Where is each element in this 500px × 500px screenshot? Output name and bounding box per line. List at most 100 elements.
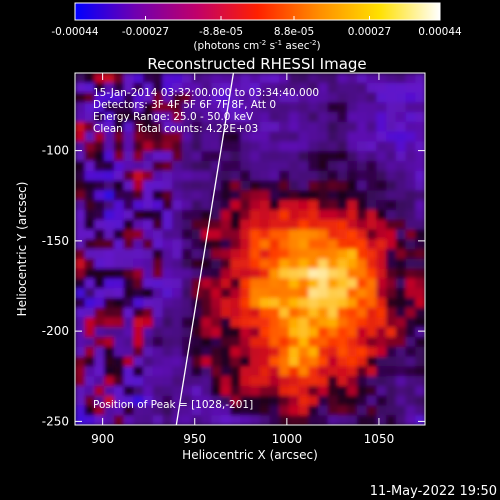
- heatmap-cell: [327, 73, 339, 84]
- heatmap-cell: [327, 92, 339, 103]
- heatmap-cell: [415, 385, 425, 397]
- heatmap-cell: [288, 92, 300, 103]
- heatmap-cell: [279, 190, 290, 201]
- heatmap-cell: [376, 161, 387, 172]
- heatmap-cell: [395, 141, 407, 152]
- heatmap-cell: [337, 249, 348, 260]
- heatmap-cell: [152, 112, 164, 123]
- heatmap-cell: [84, 219, 96, 231]
- heatmap-cell: [366, 288, 377, 299]
- heatmap-cell: [250, 219, 261, 231]
- heatmap-cell: [113, 278, 125, 289]
- heatmap-cell: [162, 219, 173, 231]
- heatmap-cell: [288, 121, 300, 133]
- heatmap-cell: [152, 151, 164, 162]
- heatmap-cell: [356, 121, 368, 133]
- heatmap-cell: [75, 161, 86, 172]
- heatmap-cell: [113, 112, 125, 123]
- heatmap-cell: [366, 82, 377, 94]
- heatmap-cell: [318, 288, 329, 299]
- heatmap-cell: [405, 395, 416, 407]
- heatmap-cell: [143, 268, 154, 279]
- heatmap-cell: [298, 337, 309, 348]
- heatmap-cell: [386, 297, 397, 309]
- heatmap-cell: [386, 102, 397, 113]
- heatmap-cell: [386, 112, 397, 123]
- heatmap-cell: [318, 415, 329, 425]
- heatmap-cell: [279, 307, 290, 319]
- heatmap-cell: [240, 376, 251, 387]
- heatmap-cell: [162, 258, 173, 270]
- heatmap-cell: [143, 395, 154, 407]
- heatmap-cell: [279, 258, 290, 270]
- heatmap-cell: [308, 161, 319, 172]
- heatmap-cell: [230, 317, 241, 328]
- heatmap-cell: [279, 297, 290, 309]
- heatmap-cell: [347, 229, 358, 240]
- x-axis-label: Heliocentric X (arcsec): [182, 448, 318, 462]
- heatmap-cell: [347, 278, 358, 289]
- heatmap-cell: [172, 288, 183, 299]
- heatmap-cell: [94, 141, 105, 152]
- heatmap-cell: [308, 229, 319, 240]
- heatmap-cell: [356, 73, 368, 84]
- chart-title: Reconstructed RHESSI Image: [147, 55, 366, 73]
- heatmap-cell: [259, 288, 271, 299]
- heatmap-cell: [376, 297, 387, 309]
- heatmap-cell: [269, 346, 280, 358]
- heatmap-cell: [162, 307, 173, 319]
- heatmap-cell: [356, 415, 368, 425]
- heatmap-cell: [123, 73, 134, 84]
- heatmap-cell: [75, 278, 86, 289]
- heatmap-cell: [415, 92, 425, 103]
- heatmap-cell: [288, 376, 300, 387]
- heatmap-cell: [230, 395, 241, 407]
- heatmap-cell: [75, 317, 86, 328]
- heatmap-cell: [415, 415, 425, 425]
- heatmap-cell: [395, 170, 407, 182]
- heatmap-cell: [356, 92, 368, 103]
- heatmap-cell: [230, 278, 241, 289]
- heatmap-cell: [356, 209, 368, 221]
- heatmap-cell: [327, 395, 339, 407]
- heatmap-cell: [211, 229, 222, 240]
- heatmap-cell: [172, 161, 183, 172]
- heatmap-cell: [269, 258, 280, 270]
- heatmap-cell: [259, 170, 271, 182]
- heatmap-cell: [386, 229, 397, 240]
- heatmap-cell: [395, 92, 407, 103]
- heatmap-cell: [94, 415, 105, 425]
- heatmap-cell: [395, 405, 407, 416]
- heatmap-cell: [298, 190, 309, 201]
- heatmap-cell: [327, 170, 339, 182]
- heatmap-cell: [172, 131, 183, 143]
- heatmap-cell: [94, 337, 105, 348]
- heatmap-cell: [104, 170, 115, 182]
- heatmap-cell: [162, 239, 173, 250]
- heatmap-cell: [298, 82, 309, 94]
- heatmap-cell: [191, 258, 202, 270]
- heatmap-cell: [366, 209, 377, 221]
- heatmap-cell: [337, 219, 348, 231]
- heatmap-cell: [84, 170, 96, 182]
- heatmap-cell: [318, 327, 329, 338]
- heatmap-cell: [133, 73, 144, 84]
- heatmap-cell: [318, 141, 329, 152]
- heatmap-cell: [288, 405, 300, 416]
- heatmap-cell: [366, 346, 377, 358]
- heatmap-cell: [191, 278, 202, 289]
- heatmap-cell: [318, 395, 329, 407]
- heatmap-cell: [366, 170, 377, 182]
- heatmap-cell: [395, 180, 407, 191]
- heatmap-cell: [191, 297, 202, 309]
- heatmap-cell: [269, 288, 280, 299]
- heatmap-cell: [181, 131, 193, 143]
- heatmap-cell: [75, 376, 86, 387]
- heatmap-cell: [386, 131, 397, 143]
- heatmap-cell: [308, 121, 319, 133]
- heatmap-cell: [181, 288, 193, 299]
- heatmap-cell: [318, 151, 329, 162]
- heatmap-cell: [279, 268, 290, 279]
- heatmap-cell: [84, 405, 96, 416]
- heatmap-cell: [337, 415, 348, 425]
